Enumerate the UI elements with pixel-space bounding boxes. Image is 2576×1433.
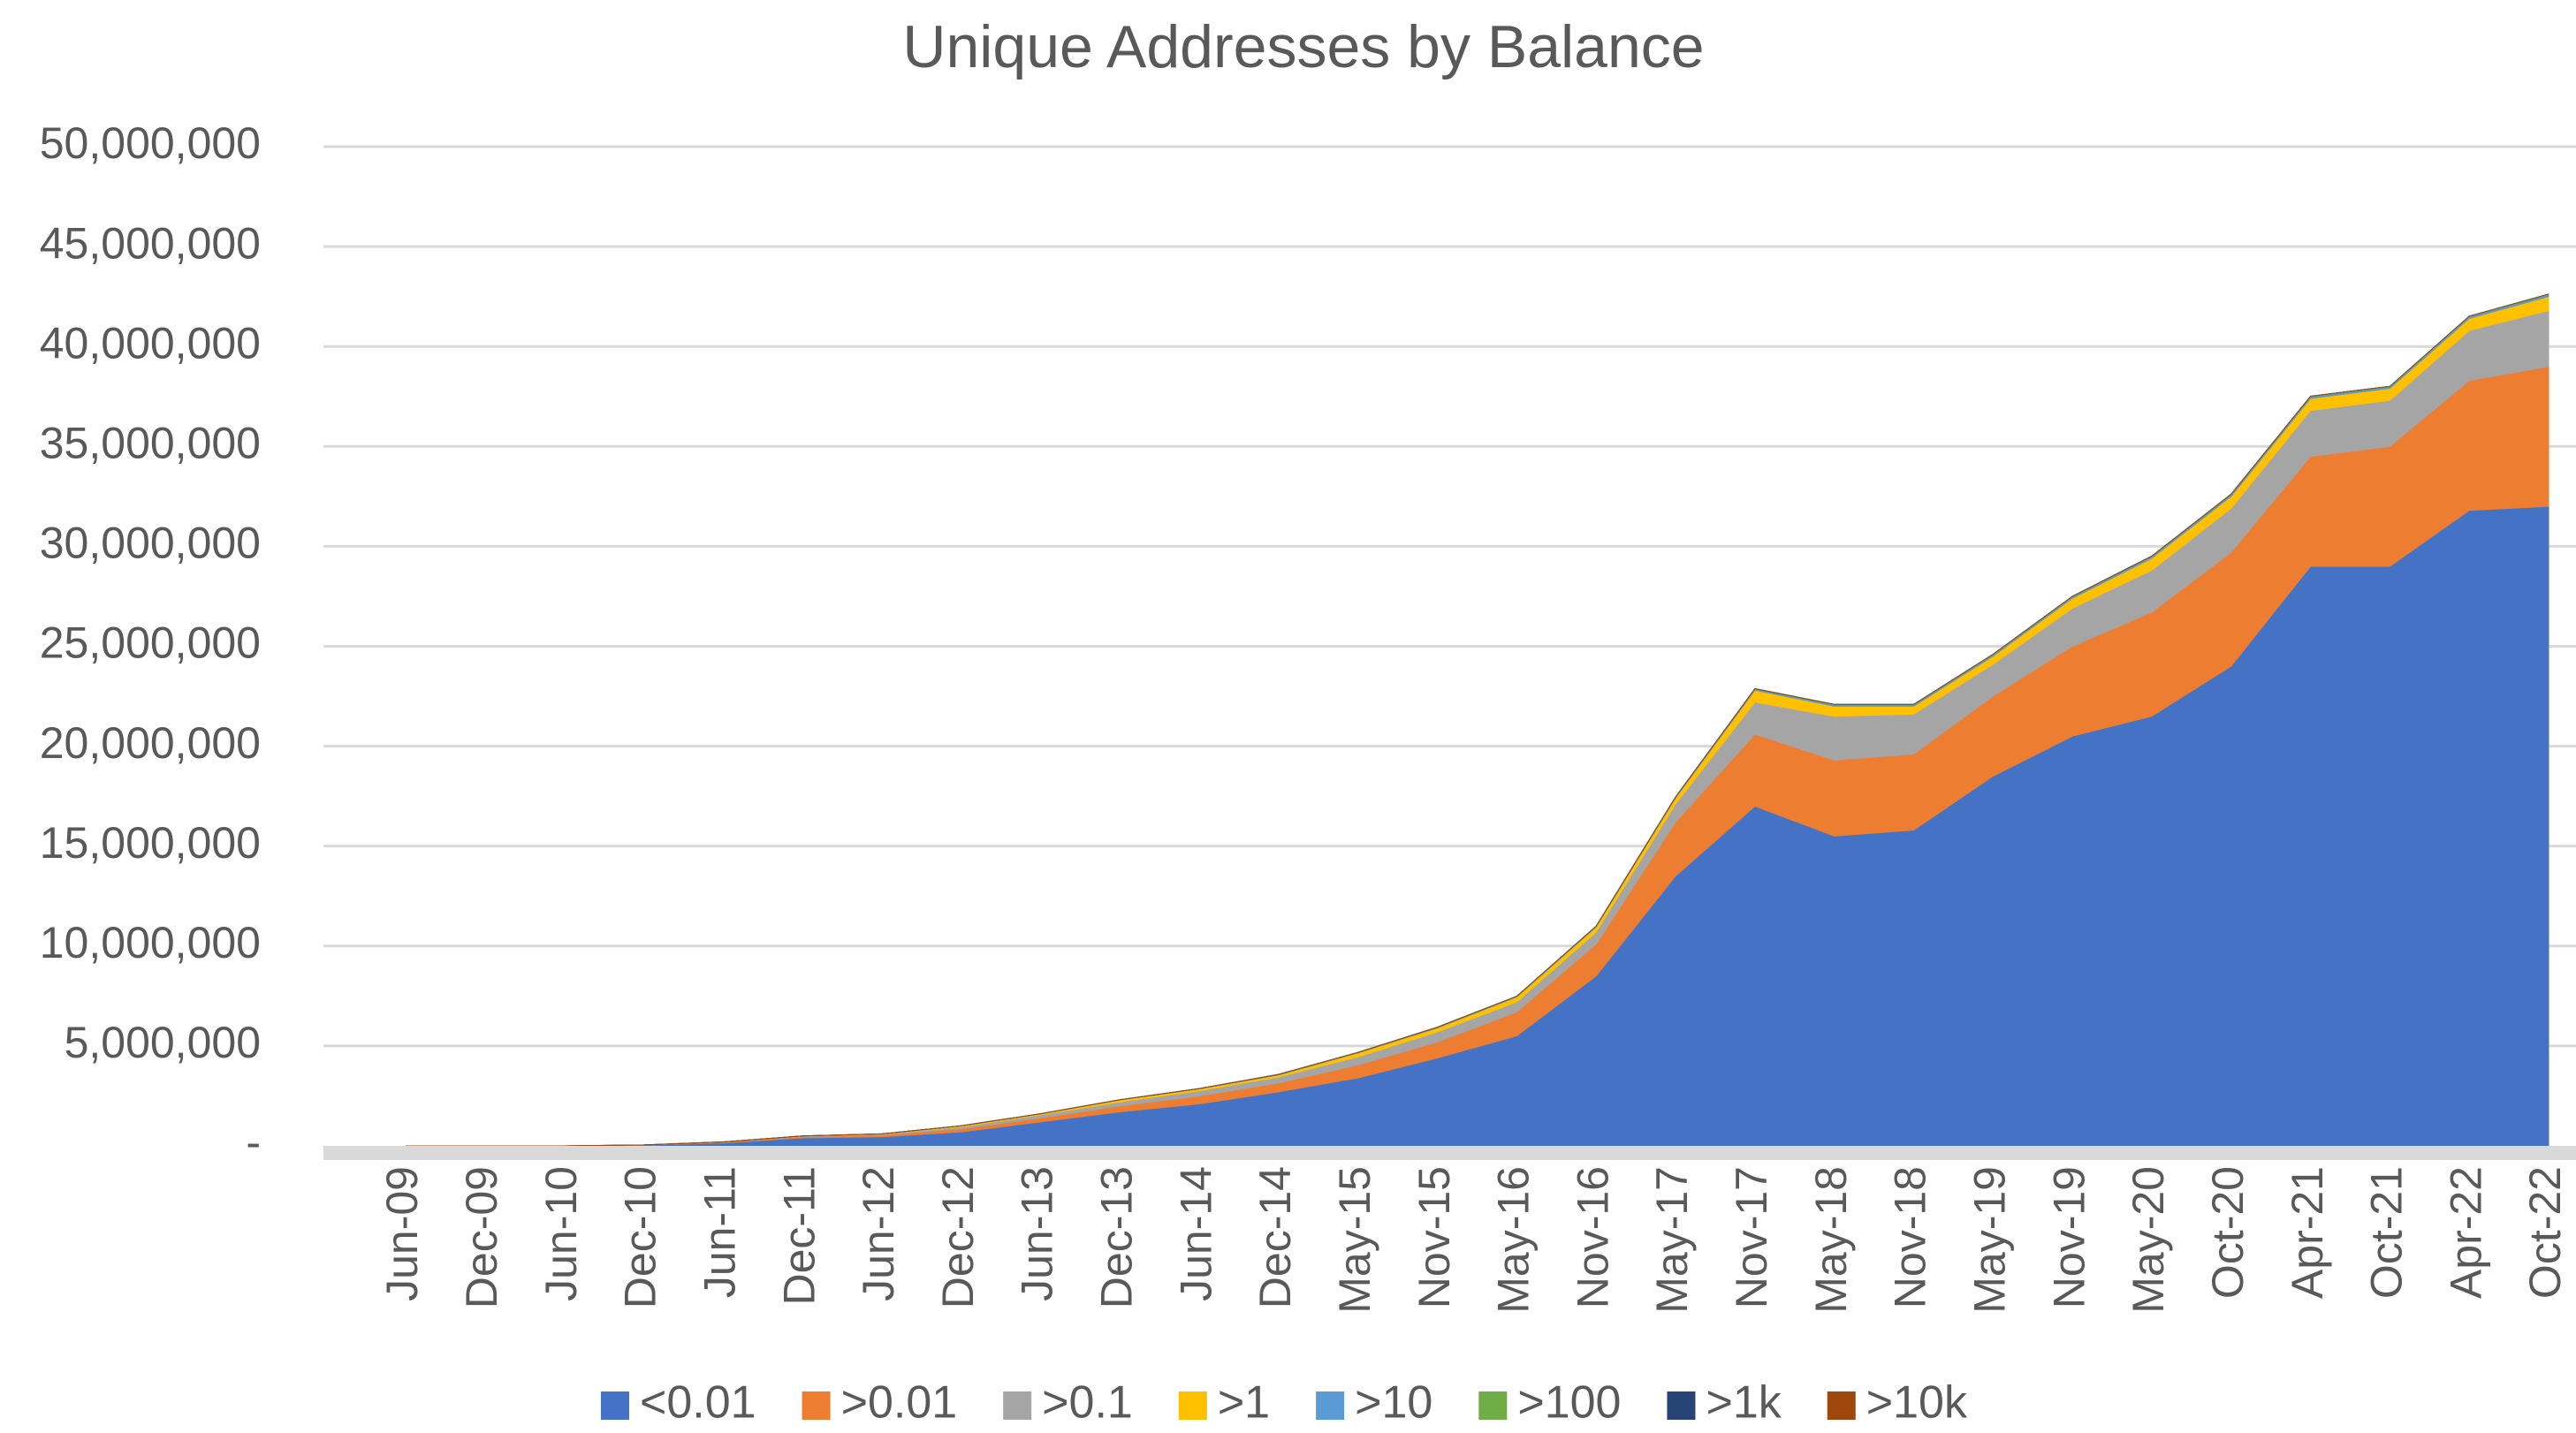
x-tick-label: Dec-14	[1250, 1166, 1300, 1308]
x-tick-label: Dec-10	[616, 1166, 665, 1308]
y-tick-label: -	[246, 1118, 261, 1167]
legend-swatch	[1827, 1391, 1856, 1420]
legend-label: >1k	[1706, 1377, 1782, 1429]
legend-label: <0.01	[640, 1377, 756, 1429]
legend-swatch	[1667, 1391, 1696, 1420]
legend-label: >10k	[1866, 1377, 1968, 1429]
x-tick-label: Jun-10	[536, 1166, 586, 1301]
y-tick-label: 30,000,000	[40, 519, 261, 568]
legend-label: >100	[1517, 1377, 1621, 1429]
legend-label: >0.01	[841, 1377, 958, 1429]
x-tick-label: May-17	[1647, 1166, 1697, 1314]
y-tick-label: 5,000,000	[65, 1018, 261, 1067]
y-tick-label: 50,000,000	[40, 118, 261, 168]
x-tick-label: Dec-13	[1092, 1166, 1142, 1308]
y-tick-label: 20,000,000	[40, 718, 261, 768]
legend-swatch	[1316, 1391, 1345, 1420]
x-tick-label: May-16	[1489, 1166, 1539, 1314]
x-tick-label: Oct-22	[2520, 1166, 2570, 1299]
legend: <0.01 >0.01 >0.1 >1 >10 >100 >1k >10k	[601, 1377, 1968, 1429]
legend-label: >1	[1218, 1377, 1270, 1429]
x-tick-label: Dec-11	[774, 1166, 824, 1305]
y-tick-label: 25,000,000	[40, 618, 261, 668]
x-tick-label: Nov-15	[1410, 1166, 1459, 1308]
y-tick-label: 35,000,000	[40, 419, 261, 468]
x-tick-label: Jun-13	[1013, 1166, 1062, 1301]
x-tick-label: Nov-17	[1727, 1166, 1776, 1308]
legend-swatch	[1478, 1391, 1508, 1420]
legend-label: >0.1	[1042, 1377, 1133, 1429]
legend-swatch	[601, 1391, 629, 1420]
area	[406, 293, 2549, 1147]
x-tick-label: May-18	[1806, 1166, 1856, 1314]
x-tick-label: Apr-21	[2283, 1166, 2332, 1299]
x-tick-label: Nov-16	[1568, 1166, 1617, 1308]
x-tick-label: May-20	[2124, 1166, 2173, 1314]
legend-swatch	[802, 1391, 831, 1420]
x-tick-label: Oct-21	[2362, 1166, 2412, 1299]
legend-swatch	[1003, 1391, 1032, 1420]
y-tick-label: 45,000,000	[40, 218, 261, 268]
y-tick-label: 40,000,000	[40, 318, 261, 368]
legend-swatch	[1178, 1391, 1207, 1420]
x-tick-label: Dec-12	[933, 1166, 983, 1308]
x-tick-label: Nov-18	[1886, 1166, 1935, 1308]
x-tick-label: May-19	[1964, 1166, 2014, 1314]
legend-label: >10	[1355, 1377, 1432, 1429]
x-tick-label: Jun-11	[695, 1166, 744, 1298]
x-tick-label: Oct-20	[2203, 1166, 2253, 1299]
x-tick-label: Jun-14	[1171, 1166, 1220, 1301]
x-tick-label: Dec-09	[457, 1166, 506, 1308]
x-tick-label: Nov-19	[2044, 1166, 2093, 1308]
grid	[323, 145, 2576, 1048]
x-tick-label: Jun-09	[377, 1166, 427, 1301]
x-tick-label: Jun-12	[854, 1166, 903, 1301]
x-tick-label: Apr-22	[2441, 1166, 2490, 1299]
x-tick-label: May-15	[1330, 1166, 1379, 1314]
chart-title: Unique Addresses by Balance	[902, 13, 1704, 80]
y-tick-label: 15,000,000	[40, 818, 261, 868]
y-tick-label: 10,000,000	[40, 918, 261, 967]
